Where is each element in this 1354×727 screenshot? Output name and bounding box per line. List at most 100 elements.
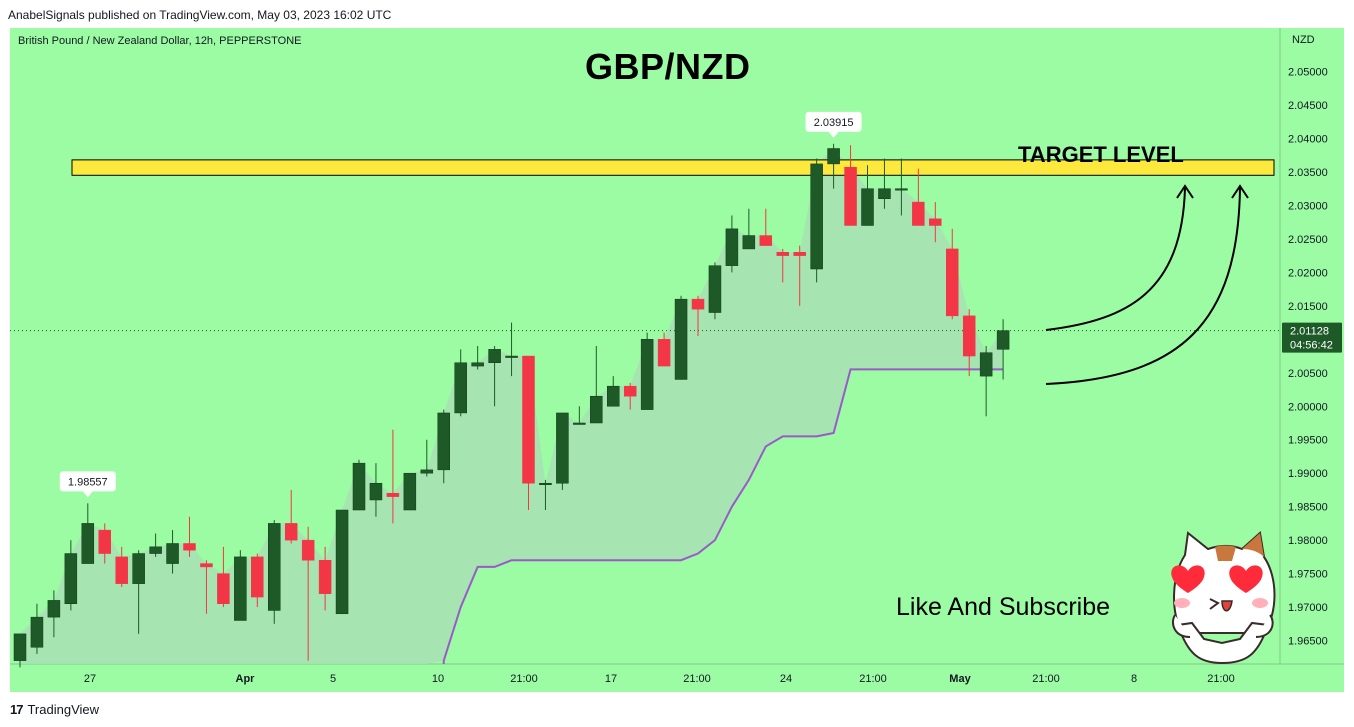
candle-body: [81, 523, 95, 564]
x-tick-label: Apr: [236, 673, 256, 685]
candle-body: [979, 352, 993, 377]
y-tick-label: 1.96500: [1288, 636, 1328, 648]
swing-price-callout-text: 1.98557: [68, 476, 108, 488]
y-tick-label: 2.05000: [1288, 67, 1328, 79]
trend-fill-area: [20, 148, 1004, 665]
candle-body: [657, 339, 671, 367]
current-price-badge: [1282, 322, 1342, 353]
chart-title: GBP/NZD: [585, 46, 751, 87]
candle-body: [505, 355, 518, 358]
candle-body: [708, 265, 722, 313]
candle-body: [13, 633, 27, 661]
candle-body: [607, 385, 620, 407]
target-level-label: TARGET LEVEL: [1018, 142, 1184, 167]
x-tick-label: 27: [84, 673, 96, 685]
chart-panel[interactable]: 2.03915 1.98557 2.05000 2.04500 2.04000 2.035…: [10, 28, 1344, 692]
candle-body: [268, 523, 281, 611]
candle-body: [539, 482, 552, 485]
candle-body: [318, 559, 332, 594]
tradingview-logo-icon: 17: [10, 702, 24, 717]
swing-price-callout-pointer: [82, 491, 93, 498]
x-tick-label: 24: [780, 673, 792, 685]
forecast-arrow-upper-head: [1176, 184, 1194, 199]
y-tick-label: 2.00000: [1288, 401, 1328, 413]
candle-body: [30, 616, 44, 648]
high-price-callout-pointer: [828, 131, 839, 138]
candle-body: [301, 539, 315, 561]
candle-body: [115, 556, 128, 584]
candle-body: [284, 523, 298, 541]
like-subscribe-text: Like And Subscribe: [896, 593, 1111, 621]
candle-body: [878, 188, 891, 199]
candle-body: [98, 529, 111, 554]
candle-body: [149, 546, 162, 554]
forecast-arrow-upper: [1045, 187, 1186, 331]
candle-body: [725, 228, 739, 266]
x-tick-label: May: [949, 673, 971, 685]
candle-body: [759, 235, 773, 246]
target-zone: [71, 159, 1275, 176]
high-price-callout-box: [805, 111, 862, 132]
candle-body: [234, 556, 247, 621]
candle-body: [742, 235, 756, 250]
forecast-arrow-lower-head: [1231, 184, 1249, 199]
candle-body: [217, 573, 230, 604]
y-tick-label: 2.04000: [1288, 133, 1328, 145]
candlestick-chart[interactable]: 2.03915 1.98557 2.05000 2.04500 2.04000 2.035…: [10, 28, 1344, 692]
candle-body: [590, 395, 603, 424]
y-tick-label: 2.03000: [1288, 200, 1328, 212]
candle-body: [895, 188, 908, 191]
candle-body: [556, 412, 569, 484]
candle-body: [183, 543, 196, 551]
candle-body: [861, 188, 874, 226]
swing-price-callout-box: [59, 471, 116, 492]
x-tick-label: 21:00: [1207, 673, 1235, 685]
x-tick-label: 21:00: [510, 673, 538, 685]
candle-body: [437, 412, 450, 471]
candle-body: [640, 339, 654, 410]
y-tick-label: 1.99000: [1288, 468, 1328, 480]
y-tick-label: 2.02000: [1288, 267, 1328, 279]
x-tick-label: 21:00: [1032, 673, 1060, 685]
y-tick-label: 2.00500: [1288, 368, 1328, 380]
trailing-stop-line: [442, 368, 1004, 664]
candle-body: [810, 163, 823, 270]
forecast-arrow-lower: [1045, 187, 1241, 385]
candle-body: [522, 355, 535, 484]
y-tick-label: 1.98500: [1288, 502, 1328, 514]
x-tick-label: 5: [330, 673, 336, 685]
currency-label: NZD: [1292, 34, 1315, 46]
candle-body: [369, 482, 383, 501]
candle-body: [623, 385, 637, 397]
x-tick-label: 17: [605, 673, 617, 685]
candle-body: [912, 201, 925, 226]
candle-body: [47, 600, 61, 618]
countdown-text: 04:56:42: [1290, 340, 1333, 352]
candle-body: [946, 248, 959, 317]
swing-price-callout: 1.98557: [59, 471, 116, 498]
time-axis-background: [10, 664, 1344, 692]
candle-body: [776, 252, 789, 256]
candle-body: [691, 298, 705, 310]
x-tick-label: 21:00: [859, 673, 887, 685]
candle-body: [573, 422, 586, 425]
candle-body: [166, 543, 179, 564]
candle-body: [793, 252, 806, 256]
candle-body: [64, 553, 78, 604]
y-tick-label: 1.99500: [1288, 435, 1328, 447]
y-tick-label: 2.02500: [1288, 234, 1328, 246]
candle-body: [335, 509, 349, 615]
y-tick-label: 1.98000: [1288, 535, 1328, 547]
candle-body: [200, 563, 213, 568]
y-tick-label: 1.97000: [1288, 602, 1328, 614]
candle-body: [488, 349, 501, 363]
symbol-description: British Pound / New Zealand Dollar, 12h,…: [18, 35, 302, 47]
y-tick-label: 2.04500: [1288, 100, 1328, 112]
y-tick-label: 2.01500: [1288, 301, 1328, 313]
tradingview-footer[interactable]: 17 TradingView: [10, 702, 99, 717]
footer-brand: TradingView: [27, 702, 100, 717]
candle-body: [844, 167, 857, 226]
x-tick-label: 21:00: [683, 673, 711, 685]
candle-body: [471, 362, 484, 367]
current-price-text: 2.01128: [1290, 326, 1329, 338]
